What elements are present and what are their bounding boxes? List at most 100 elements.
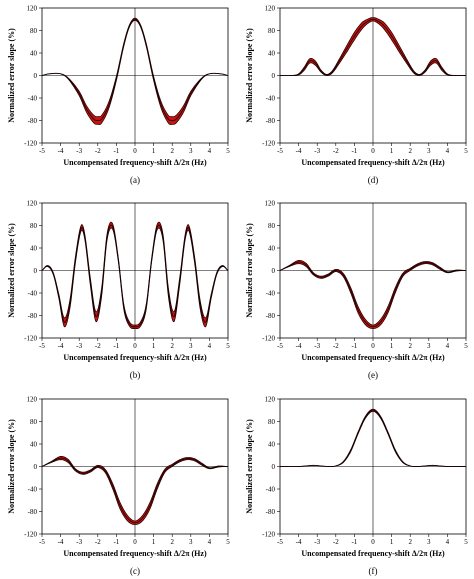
- series-line: [41, 18, 229, 122]
- panel-label: (e): [368, 370, 378, 380]
- x-axis-label: Uncompensated frequency-shift Δ/2π (Hz): [301, 353, 445, 362]
- y-tick-label: 0: [34, 463, 38, 471]
- x-axis-label: Uncompensated frequency-shift Δ/2π (Hz): [301, 158, 445, 167]
- y-tick-label: 40: [30, 50, 38, 58]
- chart-panel-c: -5 -4 -3 -2 -1 0 1 2 3 4 5 120 80 40 0 -40 -80 -120 Uncomp…: [7, 396, 230, 577]
- x-tick-label: 2: [170, 147, 174, 155]
- panel-label: (f): [369, 566, 378, 576]
- x-tick-label: 5: [226, 342, 230, 350]
- x-tick-label: -2: [95, 538, 101, 546]
- x-tick-label: -2: [333, 538, 339, 546]
- y-tick-label: 40: [268, 441, 276, 449]
- chart-panel-e: -5 -4 -3 -2 -1 0 1 2 3 4 5 120 80 40 0 -40 -80 -120 Uncomp…: [245, 200, 468, 381]
- y-tick-label: -120: [262, 335, 275, 343]
- y-tick-label: -80: [28, 117, 38, 125]
- y-tick-label: -80: [28, 508, 38, 516]
- x-tick-label: -1: [351, 538, 357, 546]
- x-tick-label: 3: [427, 538, 431, 546]
- y-tick-label: -120: [262, 531, 275, 539]
- y-tick-label: 80: [30, 418, 38, 426]
- x-tick-label: -1: [351, 342, 357, 350]
- x-tick-label: 0: [133, 147, 137, 155]
- y-tick-label: -120: [24, 531, 37, 539]
- x-tick-label: 3: [427, 342, 431, 350]
- x-tick-label: 1: [390, 342, 394, 350]
- x-tick-label: 4: [208, 342, 212, 350]
- y-tick-label: -120: [24, 140, 37, 148]
- x-tick-label: 4: [208, 147, 212, 155]
- x-tick-label: 0: [133, 342, 137, 350]
- y-tick-label: 0: [272, 267, 276, 275]
- x-tick-label: 3: [189, 147, 193, 155]
- y-tick-label: -40: [28, 95, 38, 103]
- x-tick-label: -5: [277, 147, 283, 155]
- y-tick-label: 120: [27, 200, 38, 208]
- x-tick-label: 3: [189, 342, 193, 350]
- series-line: [41, 224, 229, 328]
- x-tick-label: 4: [446, 147, 450, 155]
- y-tick-label: 120: [265, 200, 276, 208]
- x-tick-label: 3: [189, 538, 193, 546]
- y-tick-label: 120: [265, 5, 276, 13]
- x-tick-label: -5: [277, 538, 283, 546]
- y-tick-label: -40: [266, 95, 276, 103]
- x-tick-label: -4: [296, 538, 302, 546]
- x-tick-label: 2: [408, 538, 412, 546]
- x-tick-label: 3: [427, 147, 431, 155]
- x-tick-label: -2: [333, 147, 339, 155]
- x-tick-label: -1: [113, 147, 119, 155]
- y-tick-label: -80: [266, 508, 276, 516]
- x-tick-label: 5: [464, 538, 468, 546]
- x-tick-label: -2: [333, 342, 339, 350]
- y-tick-label: -40: [28, 486, 38, 494]
- y-tick-label: 40: [30, 245, 38, 253]
- y-tick-label: 80: [30, 222, 38, 230]
- y-tick-label: 120: [265, 396, 276, 404]
- x-tick-label: -4: [58, 342, 64, 350]
- x-tick-label: 1: [390, 538, 394, 546]
- x-tick-label: -3: [76, 538, 82, 546]
- y-tick-label: -120: [24, 335, 37, 343]
- x-tick-label: 5: [464, 147, 468, 155]
- x-tick-label: 5: [464, 342, 468, 350]
- x-axis-label: Uncompensated frequency-shift Δ/2π (Hz): [301, 549, 445, 558]
- y-tick-label: -120: [262, 140, 275, 148]
- x-tick-label: -3: [314, 342, 320, 350]
- y-axis-label: Normalized error slope (%): [7, 28, 16, 123]
- chart-panel-a: -5 -4 -3 -2 -1 0 1 2 3 4 5 120 80 40 0 -40 -80 -120 Uncomp…: [7, 5, 230, 186]
- x-tick-label: -2: [95, 147, 101, 155]
- x-tick-label: 4: [446, 342, 450, 350]
- series-line: [41, 457, 228, 524]
- y-tick-label: 0: [34, 267, 38, 275]
- y-tick-label: 40: [268, 245, 276, 253]
- x-tick-label: -4: [296, 342, 302, 350]
- panel-label: (b): [130, 370, 141, 380]
- x-tick-label: 0: [371, 538, 375, 546]
- panel-label: (d): [368, 175, 379, 185]
- x-tick-label: 2: [408, 147, 412, 155]
- x-axis-label: Uncompensated frequency-shift Δ/2π (Hz): [63, 549, 207, 558]
- y-axis-label: Normalized error slope (%): [7, 419, 16, 514]
- x-tick-label: 2: [170, 538, 174, 546]
- y-axis-label: Normalized error slope (%): [245, 28, 254, 123]
- x-tick-label: 4: [208, 538, 212, 546]
- x-tick-label: 2: [170, 342, 174, 350]
- y-tick-label: 120: [27, 396, 38, 404]
- y-tick-label: 40: [268, 50, 276, 58]
- x-tick-label: 0: [371, 342, 375, 350]
- x-tick-label: -3: [76, 342, 82, 350]
- x-tick-label: 1: [152, 147, 156, 155]
- x-tick-label: -3: [314, 147, 320, 155]
- x-tick-label: -3: [314, 538, 320, 546]
- x-tick-label: 1: [152, 342, 156, 350]
- series-line: [280, 18, 466, 77]
- x-tick-label: -4: [58, 538, 64, 546]
- chart-panel-f: -5 -4 -3 -2 -1 0 1 2 3 4 5 120 80 40 0 -40 -80 -120 Uncomp…: [245, 396, 468, 577]
- x-tick-label: -2: [95, 342, 101, 350]
- y-tick-label: 120: [27, 5, 38, 13]
- y-tick-label: -80: [266, 312, 276, 320]
- y-tick-label: 0: [34, 72, 38, 80]
- x-tick-label: 2: [408, 342, 412, 350]
- y-tick-label: 80: [268, 418, 276, 426]
